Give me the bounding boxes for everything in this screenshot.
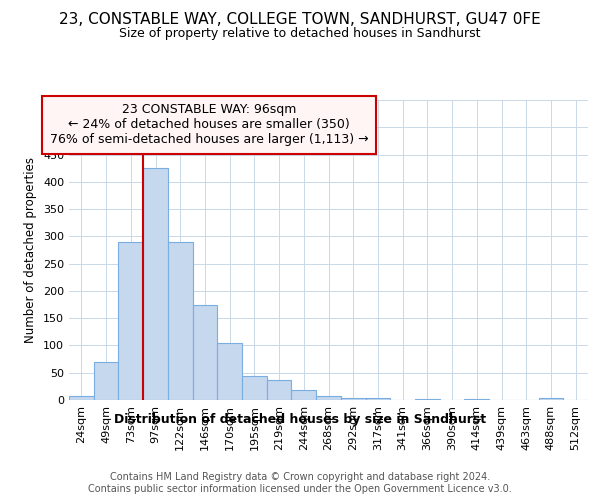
Bar xyxy=(292,390,316,400)
Bar xyxy=(539,398,563,400)
Bar xyxy=(267,380,292,400)
Bar xyxy=(365,398,390,400)
Bar xyxy=(69,396,94,400)
Bar xyxy=(217,342,242,400)
Bar xyxy=(143,168,168,400)
Bar xyxy=(341,398,365,400)
Text: Contains public sector information licensed under the Open Government Licence v3: Contains public sector information licen… xyxy=(88,484,512,494)
Text: 23 CONSTABLE WAY: 96sqm
← 24% of detached houses are smaller (350)
76% of semi-d: 23 CONSTABLE WAY: 96sqm ← 24% of detache… xyxy=(50,103,368,146)
Bar xyxy=(168,242,193,400)
Bar xyxy=(118,242,143,400)
Bar xyxy=(242,376,267,400)
Bar xyxy=(94,362,118,400)
Y-axis label: Number of detached properties: Number of detached properties xyxy=(25,157,37,343)
Bar xyxy=(464,399,489,400)
Text: Contains HM Land Registry data © Crown copyright and database right 2024.: Contains HM Land Registry data © Crown c… xyxy=(110,472,490,482)
Text: Size of property relative to detached houses in Sandhurst: Size of property relative to detached ho… xyxy=(119,28,481,40)
Bar xyxy=(316,396,341,400)
Text: 23, CONSTABLE WAY, COLLEGE TOWN, SANDHURST, GU47 0FE: 23, CONSTABLE WAY, COLLEGE TOWN, SANDHUR… xyxy=(59,12,541,28)
Bar xyxy=(193,304,217,400)
Text: Distribution of detached houses by size in Sandhurst: Distribution of detached houses by size … xyxy=(114,412,486,426)
Bar xyxy=(415,399,440,400)
